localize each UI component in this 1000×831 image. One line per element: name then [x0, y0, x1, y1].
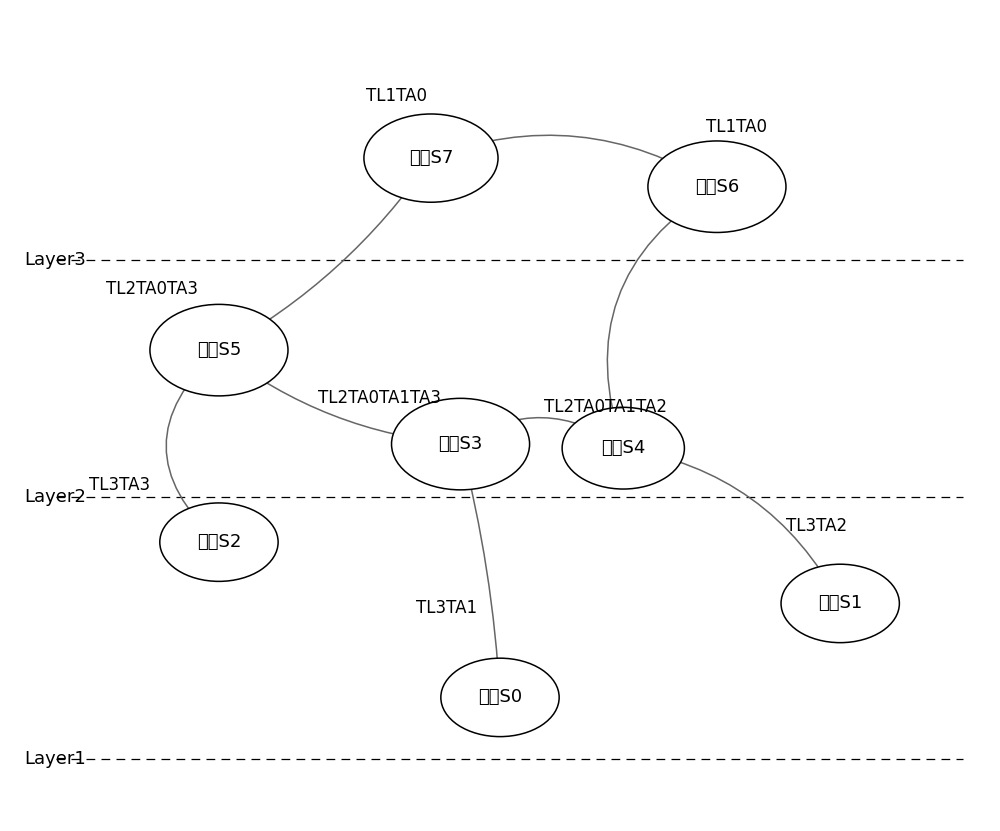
Text: 节点S3: 节点S3 — [438, 435, 483, 453]
Text: 节点S5: 节点S5 — [197, 342, 241, 359]
FancyArrowPatch shape — [219, 158, 431, 350]
Text: TL3TA2: TL3TA2 — [786, 517, 847, 535]
Ellipse shape — [364, 114, 498, 202]
FancyArrowPatch shape — [219, 350, 461, 444]
Text: 节点S4: 节点S4 — [601, 440, 645, 457]
Text: TL2TA0TA1TA2: TL2TA0TA1TA2 — [544, 398, 667, 416]
Text: TL2TA0TA1TA3: TL2TA0TA1TA3 — [318, 389, 441, 406]
Ellipse shape — [150, 304, 288, 396]
FancyArrowPatch shape — [166, 350, 219, 542]
Text: TL3TA3: TL3TA3 — [89, 476, 150, 494]
Ellipse shape — [562, 407, 684, 489]
Ellipse shape — [160, 503, 278, 582]
Text: 节点S1: 节点S1 — [818, 594, 862, 612]
Ellipse shape — [781, 564, 899, 642]
FancyArrowPatch shape — [461, 444, 500, 697]
Ellipse shape — [392, 398, 530, 489]
Text: TL2TA0TA3: TL2TA0TA3 — [106, 280, 198, 297]
Text: TL1TA0: TL1TA0 — [366, 87, 427, 105]
Text: Layer2: Layer2 — [25, 488, 87, 506]
Text: 节点S6: 节点S6 — [695, 178, 739, 196]
FancyArrowPatch shape — [461, 418, 623, 448]
Text: Layer1: Layer1 — [25, 750, 86, 768]
Text: TL3TA1: TL3TA1 — [416, 598, 477, 617]
FancyArrowPatch shape — [623, 448, 840, 603]
Text: 节点S0: 节点S0 — [478, 688, 522, 706]
Text: Layer3: Layer3 — [25, 251, 87, 269]
Text: 节点S7: 节点S7 — [409, 149, 453, 167]
Ellipse shape — [441, 658, 559, 736]
Ellipse shape — [648, 141, 786, 233]
FancyArrowPatch shape — [607, 187, 717, 448]
Text: TL1TA0: TL1TA0 — [706, 118, 767, 136]
FancyArrowPatch shape — [431, 135, 717, 187]
Text: 节点S2: 节点S2 — [197, 534, 241, 551]
